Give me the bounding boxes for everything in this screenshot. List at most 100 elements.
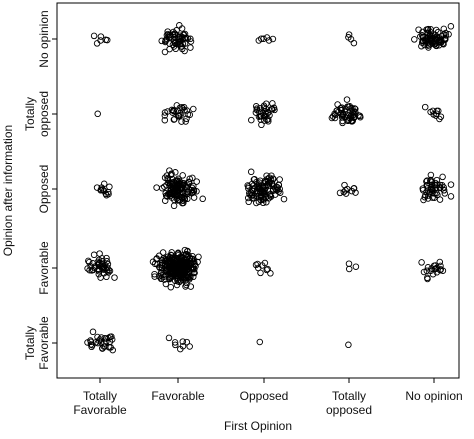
- data-point: [180, 258, 188, 266]
- data-point: [106, 183, 113, 191]
- data-point: [345, 341, 352, 349]
- data-point: [199, 195, 206, 203]
- data-point: [166, 167, 173, 174]
- data-point: [434, 37, 441, 44]
- x-tick-label-line: Favorable: [151, 389, 205, 403]
- data-point: [244, 194, 252, 202]
- data-point: [256, 104, 264, 112]
- data-point: [344, 185, 351, 193]
- data-point: [186, 343, 193, 350]
- data-point: [171, 339, 179, 346]
- data-point: [161, 48, 169, 56]
- data-point: [440, 25, 448, 33]
- data-point: [433, 176, 441, 184]
- data-point: [345, 265, 353, 273]
- y-axis-title: Opinion after information: [1, 125, 15, 256]
- data-point: [333, 107, 341, 115]
- data-point: [342, 105, 349, 113]
- data-point: [267, 192, 274, 200]
- data-point: [339, 119, 346, 127]
- data-point: [97, 33, 105, 40]
- data-point: [352, 189, 359, 196]
- data-point: [172, 39, 179, 47]
- data-point: [442, 29, 449, 37]
- y-tick-label: Totallyopposed: [23, 91, 51, 137]
- data-point: [424, 264, 432, 271]
- data-point: [174, 263, 181, 270]
- data-point: [422, 37, 429, 45]
- data-point: [176, 177, 183, 185]
- data-point: [267, 270, 274, 277]
- data-point: [420, 268, 428, 276]
- data-point: [158, 37, 165, 45]
- y-tick-label-line: Opposed: [37, 165, 51, 214]
- data-point: [161, 197, 169, 204]
- data-point: [334, 101, 341, 108]
- data-point: [165, 334, 173, 342]
- data-point: [161, 116, 169, 124]
- data-point: [175, 112, 183, 119]
- data-point: [86, 266, 93, 274]
- data-point: [184, 195, 191, 203]
- data-point: [419, 185, 427, 192]
- data-point: [423, 188, 430, 196]
- data-point: [421, 103, 429, 111]
- data-point: [87, 338, 95, 346]
- data-point: [177, 345, 184, 353]
- data-point: [336, 189, 344, 197]
- data-point: [163, 31, 171, 39]
- data-point: [352, 105, 359, 113]
- data-point: [167, 189, 175, 196]
- data-point: [87, 341, 95, 348]
- data-point: [430, 33, 437, 41]
- y-tick-label-line: Favorable: [37, 241, 51, 295]
- data-point: [183, 281, 190, 289]
- data-point: [182, 251, 190, 258]
- data-point: [174, 107, 181, 115]
- data-point: [258, 262, 266, 269]
- x-axis-title: First Opinion: [224, 419, 292, 433]
- data-point: [159, 249, 167, 256]
- data-point: [193, 178, 200, 185]
- data-point: [94, 339, 102, 347]
- data-point: [102, 335, 110, 342]
- data-point: [268, 172, 275, 179]
- data-point: [342, 187, 349, 194]
- data-point: [106, 344, 113, 351]
- x-tick-label: Opposed: [240, 389, 289, 403]
- data-point: [411, 36, 418, 43]
- data-point: [257, 116, 265, 123]
- data-point: [102, 338, 110, 345]
- data-point: [187, 283, 195, 290]
- data-point: [103, 258, 111, 265]
- data-point: [161, 112, 169, 119]
- data-point: [89, 328, 97, 336]
- data-point: [174, 249, 182, 257]
- y-tick-label: Favorable: [37, 241, 51, 295]
- data-point: [183, 107, 191, 114]
- data-point: [427, 108, 434, 116]
- data-point: [262, 179, 270, 186]
- data-point: [90, 32, 98, 40]
- y-tick-label-line: No opinion: [37, 10, 51, 67]
- x-tick-label: Favorable: [151, 389, 205, 403]
- data-point: [415, 26, 422, 33]
- data-point: [258, 35, 265, 42]
- data-point: [269, 185, 277, 193]
- data-point: [173, 183, 181, 190]
- data-point: [98, 263, 106, 271]
- data-point: [183, 253, 191, 261]
- data-point: [153, 255, 160, 263]
- y-tick-label-line: Totally: [23, 97, 37, 131]
- data-point: [98, 255, 106, 262]
- data-point: [349, 104, 356, 112]
- x-tick-label: No opinion: [405, 389, 462, 403]
- data-point: [195, 253, 202, 261]
- data-point: [433, 269, 441, 276]
- data-point: [151, 273, 158, 280]
- data-point: [253, 178, 260, 186]
- data-point: [432, 179, 439, 187]
- data-point: [157, 275, 165, 283]
- data-point: [168, 181, 175, 188]
- data-point: [95, 270, 103, 278]
